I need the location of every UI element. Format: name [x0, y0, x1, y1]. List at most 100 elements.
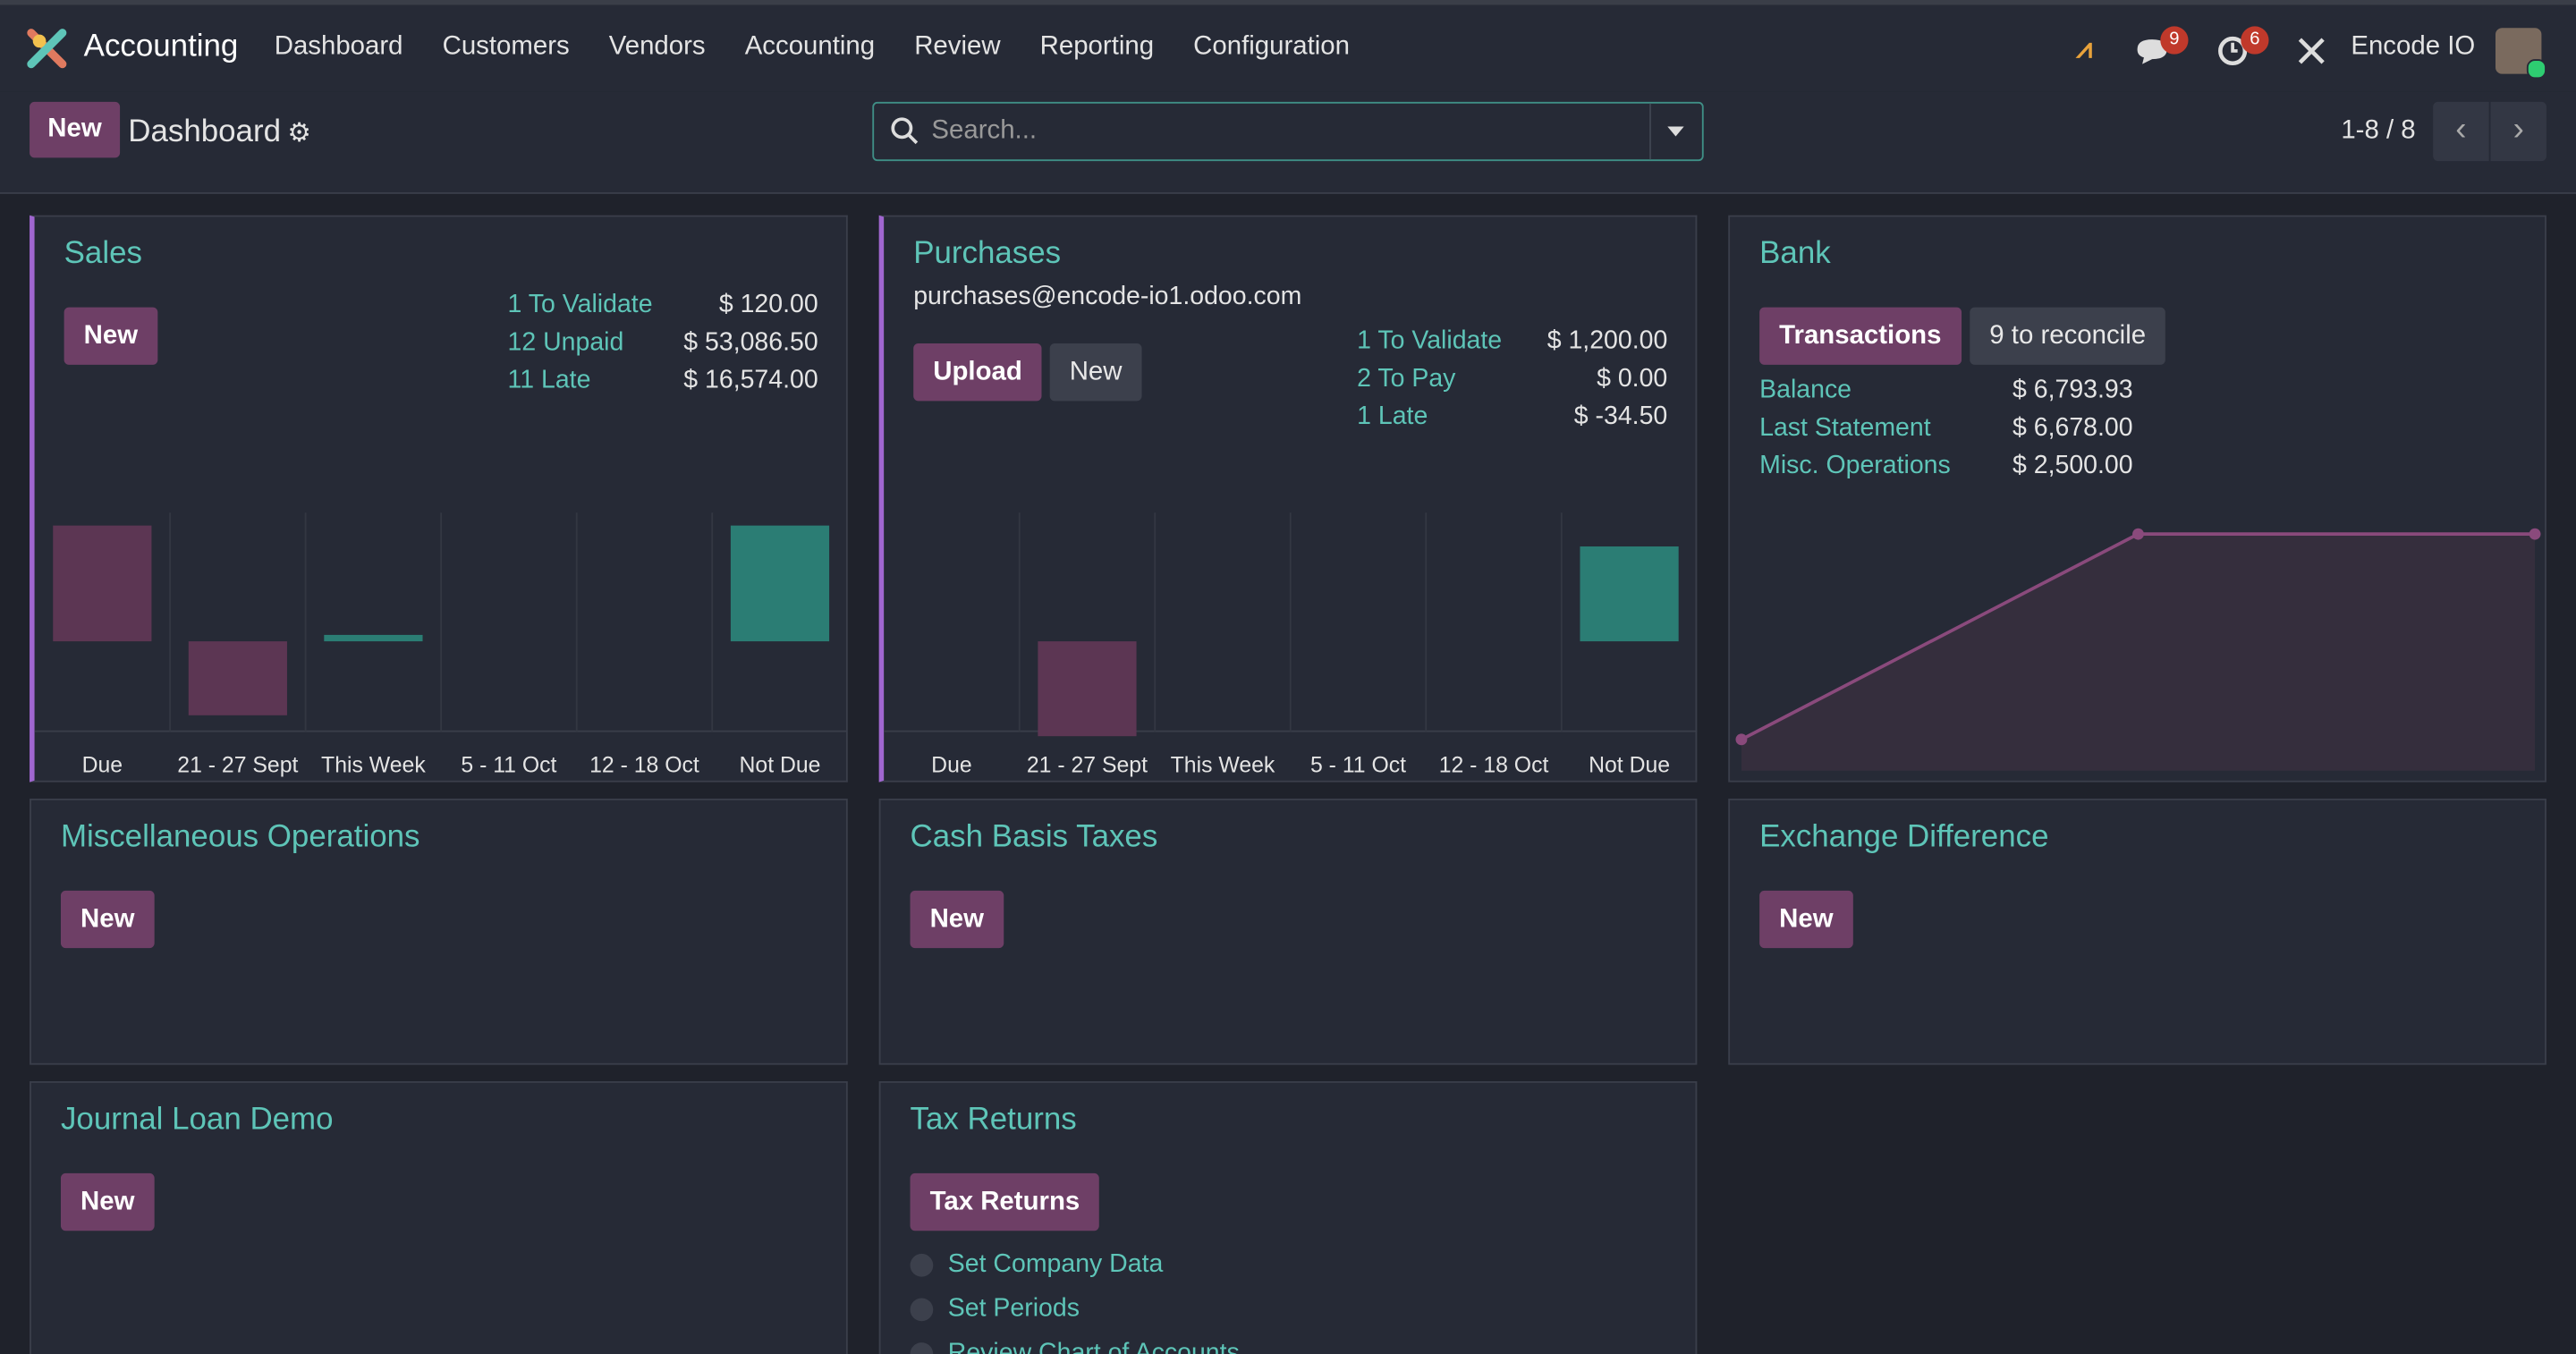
card-button[interactable]: Upload — [913, 343, 1042, 402]
area — [1741, 534, 2536, 771]
card-title[interactable]: Journal Loan Demo — [60, 1102, 334, 1138]
point — [2529, 528, 2541, 540]
search-box[interactable] — [872, 101, 1704, 162]
stat-label[interactable]: Last Statement — [1759, 414, 1931, 443]
card-title[interactable]: Purchases — [913, 236, 1062, 272]
stat-label[interactable]: 11 Late — [507, 366, 591, 394]
menu-item[interactable]: Vendors — [608, 32, 706, 61]
card-email: purchases@encode-io1.odoo.com — [913, 283, 1302, 311]
stat-amount: $ 1,200.00 — [1546, 326, 1668, 355]
new-button[interactable]: New — [30, 101, 120, 158]
card-title[interactable]: Cash Basis Taxes — [910, 819, 1158, 855]
messages-icon[interactable] — [2134, 36, 2170, 65]
card-button[interactable]: New — [910, 890, 1004, 949]
menu-item[interactable]: Reporting — [1039, 32, 1155, 61]
x-tick-label: This Week — [1171, 754, 1275, 778]
ai-icon[interactable]: ⩘ — [2076, 32, 2093, 64]
x-tick-label: 12 - 18 Oct — [1439, 754, 1549, 778]
check-circle — [910, 1342, 934, 1354]
card-title[interactable]: Sales — [64, 236, 142, 272]
x-tick-label: 21 - 27 Sept — [177, 754, 298, 778]
card-graph — [1735, 528, 2541, 771]
card-button[interactable]: 9 to reconcile — [1970, 307, 2166, 365]
journal-card: Exchange Difference New — [1728, 798, 2546, 1065]
point — [1735, 733, 1748, 746]
messages-badge: 9 — [2160, 26, 2189, 55]
stat-label[interactable]: 2 To Pay — [1357, 364, 1456, 394]
card-title[interactable]: Tax Returns — [910, 1102, 1077, 1138]
search-divider — [1649, 103, 1651, 160]
stat-amount: $ 120.00 — [718, 291, 818, 319]
card-graph: Due 21 - 27 Sept This Week 5 - 11 Oct 12 - 1… — [884, 512, 1698, 778]
x-tick-label: Not Due — [740, 754, 821, 778]
card-button[interactable]: New — [1759, 890, 1853, 949]
check-circle — [910, 1298, 934, 1322]
x-tick-label: Not Due — [1589, 754, 1670, 778]
card-title[interactable]: Miscellaneous Operations — [60, 819, 420, 855]
company-name[interactable]: Encode IO — [2351, 32, 2476, 61]
gear-icon[interactable]: ⚙ — [287, 120, 311, 148]
card-title[interactable]: Bank — [1759, 236, 1831, 272]
x-tick-label: Due — [82, 754, 123, 778]
stat-label[interactable]: 12 Unpaid — [507, 328, 624, 357]
bar — [1580, 546, 1679, 642]
stat-label[interactable]: Balance — [1759, 376, 1852, 404]
navbar: Accounting Dashboard Customers Vendors Acco… — [0, 0, 2576, 92]
menu-item[interactable]: Dashboard — [274, 32, 403, 61]
stat-amount: $ 53,086.50 — [683, 328, 818, 357]
card-button[interactable]: New — [60, 1172, 155, 1231]
journal-card: Tax Returns Tax Returns Set Company Data Se… — [878, 1080, 1698, 1354]
breadcrumb: Dashboard — [128, 114, 281, 150]
stat-label[interactable]: 1 To Validate — [1357, 326, 1503, 355]
app-logo — [27, 29, 67, 69]
x-tick-label: 5 - 11 Oct — [461, 754, 556, 778]
check-circle — [910, 1253, 934, 1277]
x-tick-label: This Week — [321, 754, 426, 778]
stat-amount: $ -34.50 — [1573, 402, 1668, 431]
journal-card: Miscellaneous Operations New — [30, 798, 848, 1065]
app-name[interactable]: Accounting — [83, 30, 239, 64]
card-button[interactable]: New — [1049, 343, 1142, 402]
journal-card: Sales New 1 To Validate $ 120.00 12 Unpaid $ … — [30, 215, 848, 783]
stat-label[interactable]: Misc. Operations — [1759, 452, 1951, 480]
x-tick-label: 5 - 11 Oct — [1310, 754, 1406, 778]
menu-item[interactable]: Customers — [442, 32, 570, 61]
stat-amount: $ 16,574.00 — [683, 366, 818, 394]
menu-item[interactable]: Accounting — [744, 32, 876, 61]
check-item[interactable]: Set Periods — [947, 1294, 1080, 1324]
menu-item[interactable]: Configuration — [1193, 32, 1350, 61]
activity-badge: 6 — [2241, 26, 2269, 55]
search-toggle[interactable] — [1665, 125, 1685, 139]
x-tick-label: 12 - 18 Oct — [589, 754, 699, 778]
journal-card: Purchases purchases@encode-io1.odoo.com Up… — [878, 215, 1698, 783]
settings-icon[interactable] — [2295, 35, 2328, 68]
x-tick-label: 21 - 27 Sept — [1027, 754, 1148, 778]
x-tick-label: Due — [931, 754, 971, 778]
card-button[interactable]: Tax Returns — [910, 1172, 1100, 1231]
point — [2132, 528, 2144, 540]
menu: Dashboard Customers Vendors Accounting Revie… — [275, 33, 1350, 63]
journal-card: Cash Basis Taxes New — [878, 798, 1698, 1065]
stat-amount: $ 2,500.00 — [2012, 452, 2133, 480]
bar — [324, 634, 423, 642]
stat-label[interactable]: 1 Late — [1357, 402, 1428, 431]
check-item[interactable]: Review Chart of Accounts — [947, 1339, 1240, 1354]
search-icon — [891, 117, 919, 145]
pager: 1-8 / 8 — [2341, 116, 2416, 145]
pager-next[interactable]: › — [2490, 101, 2546, 162]
card-button[interactable]: New — [60, 890, 155, 949]
menu-item[interactable]: Review — [914, 32, 1001, 61]
pager-prev[interactable]: ‹ — [2433, 101, 2489, 162]
stat-label[interactable]: 1 To Validate — [507, 291, 653, 319]
check-item[interactable]: Set Company Data — [947, 1250, 1164, 1279]
card-button[interactable]: Transactions — [1759, 307, 1962, 365]
card-button[interactable]: New — [64, 307, 158, 365]
stat-amount: $ 6,678.00 — [2012, 414, 2133, 443]
card-title[interactable]: Exchange Difference — [1759, 819, 2049, 855]
bar — [53, 525, 152, 642]
bar — [188, 641, 287, 715]
search-placeholder: Search... — [931, 116, 1038, 145]
bar — [730, 525, 830, 642]
status-dot — [2526, 59, 2546, 80]
